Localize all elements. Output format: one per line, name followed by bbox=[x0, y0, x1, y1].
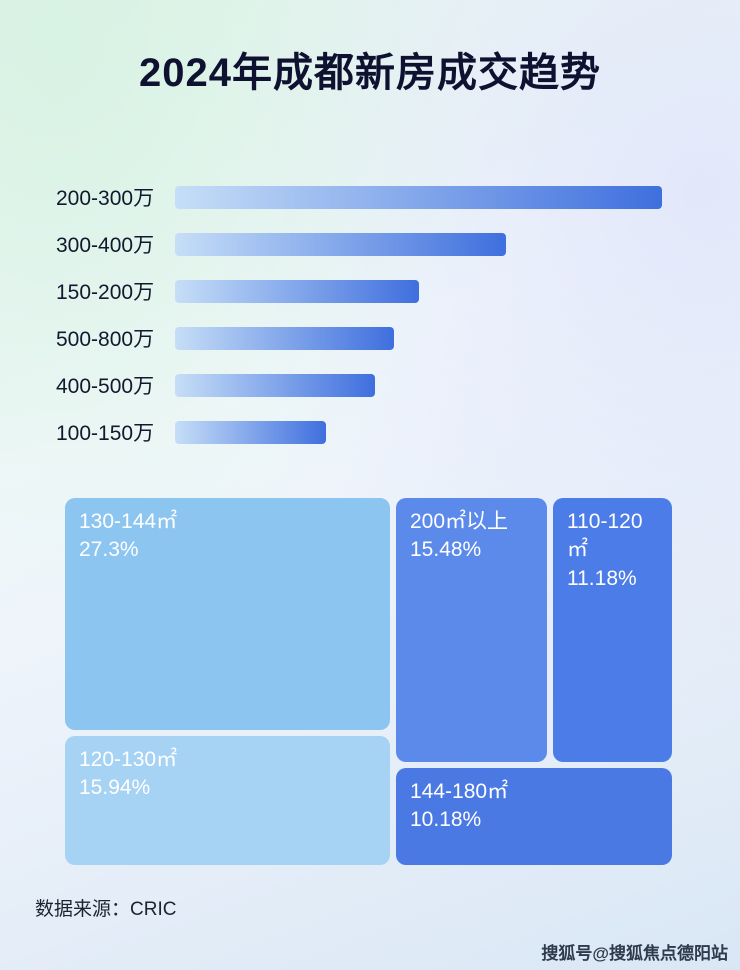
bar-track bbox=[175, 279, 662, 303]
bar-track bbox=[175, 232, 662, 256]
bar bbox=[175, 185, 662, 209]
watermark-text: 搜狐号@搜狐焦点德阳站 bbox=[541, 944, 728, 963]
area-treemap: 130-144㎡ 27.3% 120-130㎡ 15.94% 200㎡以上 15… bbox=[65, 498, 672, 865]
treemap-right-column: 200㎡以上 15.48% 110-120㎡ 11.18% 144-180㎡ 1… bbox=[396, 498, 672, 865]
bar-row: 300-400万 bbox=[56, 221, 706, 267]
bar-track bbox=[175, 420, 662, 444]
treemap-left-column: 130-144㎡ 27.3% 120-130㎡ 15.94% bbox=[65, 498, 390, 865]
bar-row: 100-150万 bbox=[56, 409, 706, 455]
treemap-block-label: 110-120㎡ bbox=[567, 510, 643, 562]
bar bbox=[175, 279, 419, 303]
page-title: 2024年成都新房成交趋势 bbox=[139, 51, 601, 95]
bar-track bbox=[175, 326, 662, 350]
bar-track bbox=[175, 185, 662, 209]
treemap-block-value: 27.3% bbox=[79, 538, 139, 562]
bar-row: 400-500万 bbox=[56, 362, 706, 408]
treemap-block-label: 144-180㎡ bbox=[410, 780, 509, 803]
bar-row: 150-200万 bbox=[56, 268, 706, 314]
treemap-block: 120-130㎡ 15.94% bbox=[65, 736, 390, 865]
treemap-block: 200㎡以上 15.48% bbox=[396, 498, 547, 762]
treemap-block-label: 130-144㎡ bbox=[79, 510, 178, 533]
bar bbox=[175, 420, 326, 444]
bar-row: 500-800万 bbox=[56, 315, 706, 361]
bar-category-label: 200-300万 bbox=[56, 187, 155, 210]
bar-category-label: 500-800万 bbox=[56, 328, 155, 351]
treemap-block-value: 11.18% bbox=[567, 566, 637, 590]
bar-category-label: 100-150万 bbox=[56, 422, 155, 445]
treemap-block-label: 200㎡以上 bbox=[410, 510, 509, 533]
treemap-block-value: 10.18% bbox=[410, 808, 482, 832]
treemap-right-top-row: 200㎡以上 15.48% 110-120㎡ 11.18% bbox=[396, 498, 672, 762]
bar-row: 200-300万 bbox=[56, 174, 706, 220]
bar bbox=[175, 373, 375, 397]
treemap-block: 144-180㎡ 10.18% bbox=[396, 768, 672, 865]
bar-category-label: 400-500万 bbox=[56, 375, 155, 398]
bar bbox=[175, 232, 507, 256]
bar bbox=[175, 326, 395, 350]
price-range-bar-chart: 200-300万 300-400万 150-200万 500-800万 400-… bbox=[56, 174, 706, 456]
treemap-block: 130-144㎡ 27.3% bbox=[65, 498, 390, 730]
treemap-block-value: 15.48% bbox=[410, 538, 482, 562]
bar-category-label: 150-200万 bbox=[56, 281, 155, 304]
data-source-label: 数据来源：CRIC bbox=[35, 899, 177, 920]
bar-category-label: 300-400万 bbox=[56, 234, 155, 257]
treemap-block: 110-120㎡ 11.18% bbox=[553, 498, 672, 762]
treemap-block-value: 15.94% bbox=[79, 776, 151, 800]
bar-track bbox=[175, 373, 662, 397]
treemap-block-label: 120-130㎡ bbox=[79, 748, 178, 771]
